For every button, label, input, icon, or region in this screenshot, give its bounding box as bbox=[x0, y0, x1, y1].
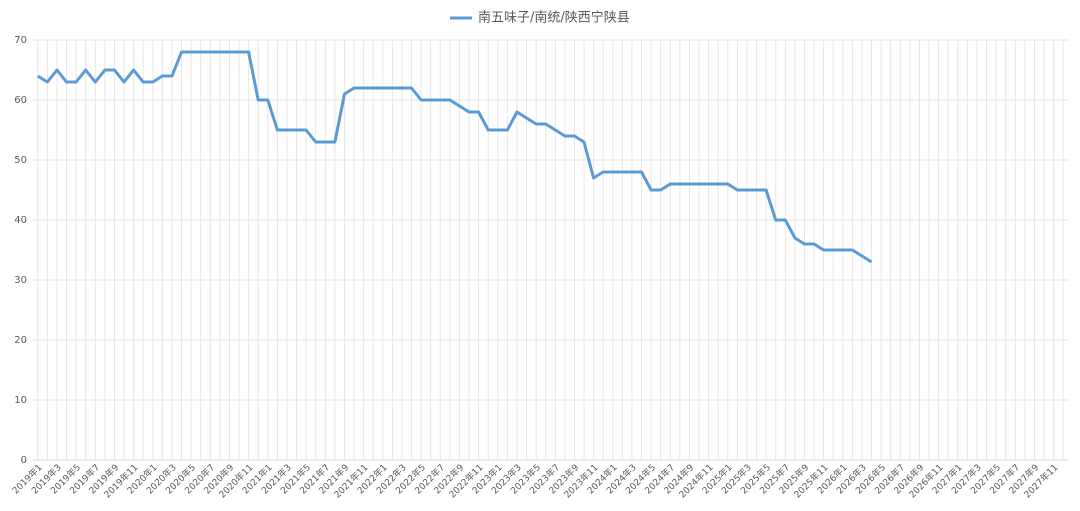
y-tick-label: 70 bbox=[14, 35, 27, 46]
legend-label: 南五味子/南统/陕西宁陕县 bbox=[478, 10, 630, 26]
y-tick-label: 60 bbox=[14, 95, 27, 106]
y-tick-label: 40 bbox=[14, 215, 27, 226]
y-tick-label: 20 bbox=[14, 335, 27, 346]
y-tick-label: 50 bbox=[14, 155, 27, 166]
y-tick-label: 30 bbox=[14, 275, 27, 286]
y-tick-label: 10 bbox=[14, 395, 27, 406]
y-tick-label: 0 bbox=[21, 455, 27, 466]
series-line bbox=[37, 50, 873, 264]
